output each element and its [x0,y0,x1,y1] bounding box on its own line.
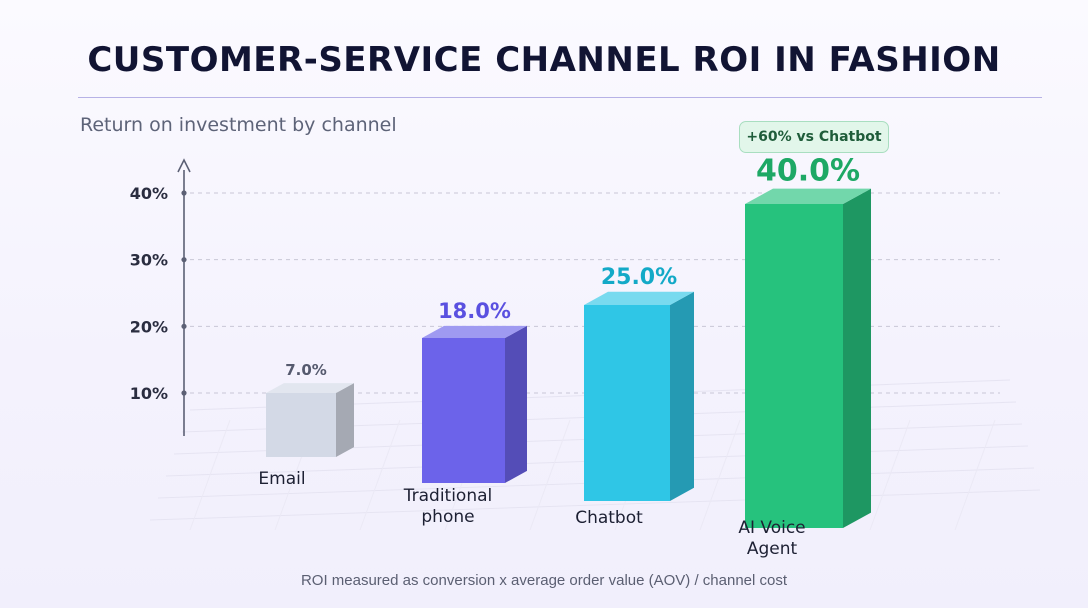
floor-gridline [699,419,741,531]
bar-side-face [670,291,694,501]
value-label: 25.0% [601,265,677,290]
category-label-email: Email [258,469,305,489]
floor-gridline [189,419,231,531]
bar-side-face [505,325,527,483]
bar-top-face [584,291,694,305]
bar-front-face [584,305,670,501]
value-label: 18.0% [438,299,511,323]
chart-title: CUSTOMER-SERVICE CHANNEL ROI IN FASHION [87,40,1001,80]
labels: 7.0% 18.0% 25.0% 40.0% Email Traditional phone… [258,154,860,559]
y-tick-label: 40% [130,184,168,203]
bar-front-face [745,204,843,528]
category-label-ai-voice-agent: AI Voice Agent [738,518,805,559]
y-tick-label: 10% [130,384,168,403]
category-label-traditional-phone: Traditional phone [403,486,493,527]
title-divider [78,97,1042,98]
floor-gridline [529,419,571,531]
chart-subtitle: Return on investment by channel [80,114,397,136]
bar-top-face [422,325,527,338]
comparison-callout: +60% vs Chatbot [739,121,889,153]
y-tick-label: 30% [130,251,168,270]
bar-front-face [266,393,336,457]
floor-gridline [359,419,401,531]
category-label-chatbot: Chatbot [575,508,643,528]
bar-ai-voice-agent [745,188,871,528]
floor-gridline [954,419,996,531]
bar-chatbot [584,291,694,501]
bar-side-face [336,383,354,457]
value-label: 40.0% [756,154,860,189]
value-label: 7.0% [285,361,327,379]
y-axis-arrow [177,158,191,173]
bar-front-face [422,338,505,483]
bar-email [266,383,354,457]
bar-traditional-phone [422,325,527,483]
bar-top-face [745,188,871,204]
floor-gridline [869,419,911,531]
bar-top-face [266,383,354,393]
y-tick-label: 20% [130,317,168,336]
footnote: ROI measured as conversion x average ord… [300,572,788,589]
floor-gridline [149,489,1041,521]
bar-side-face [843,188,871,528]
y-axis: 10% 20% 30% 40% [130,158,191,436]
bars [266,188,871,528]
